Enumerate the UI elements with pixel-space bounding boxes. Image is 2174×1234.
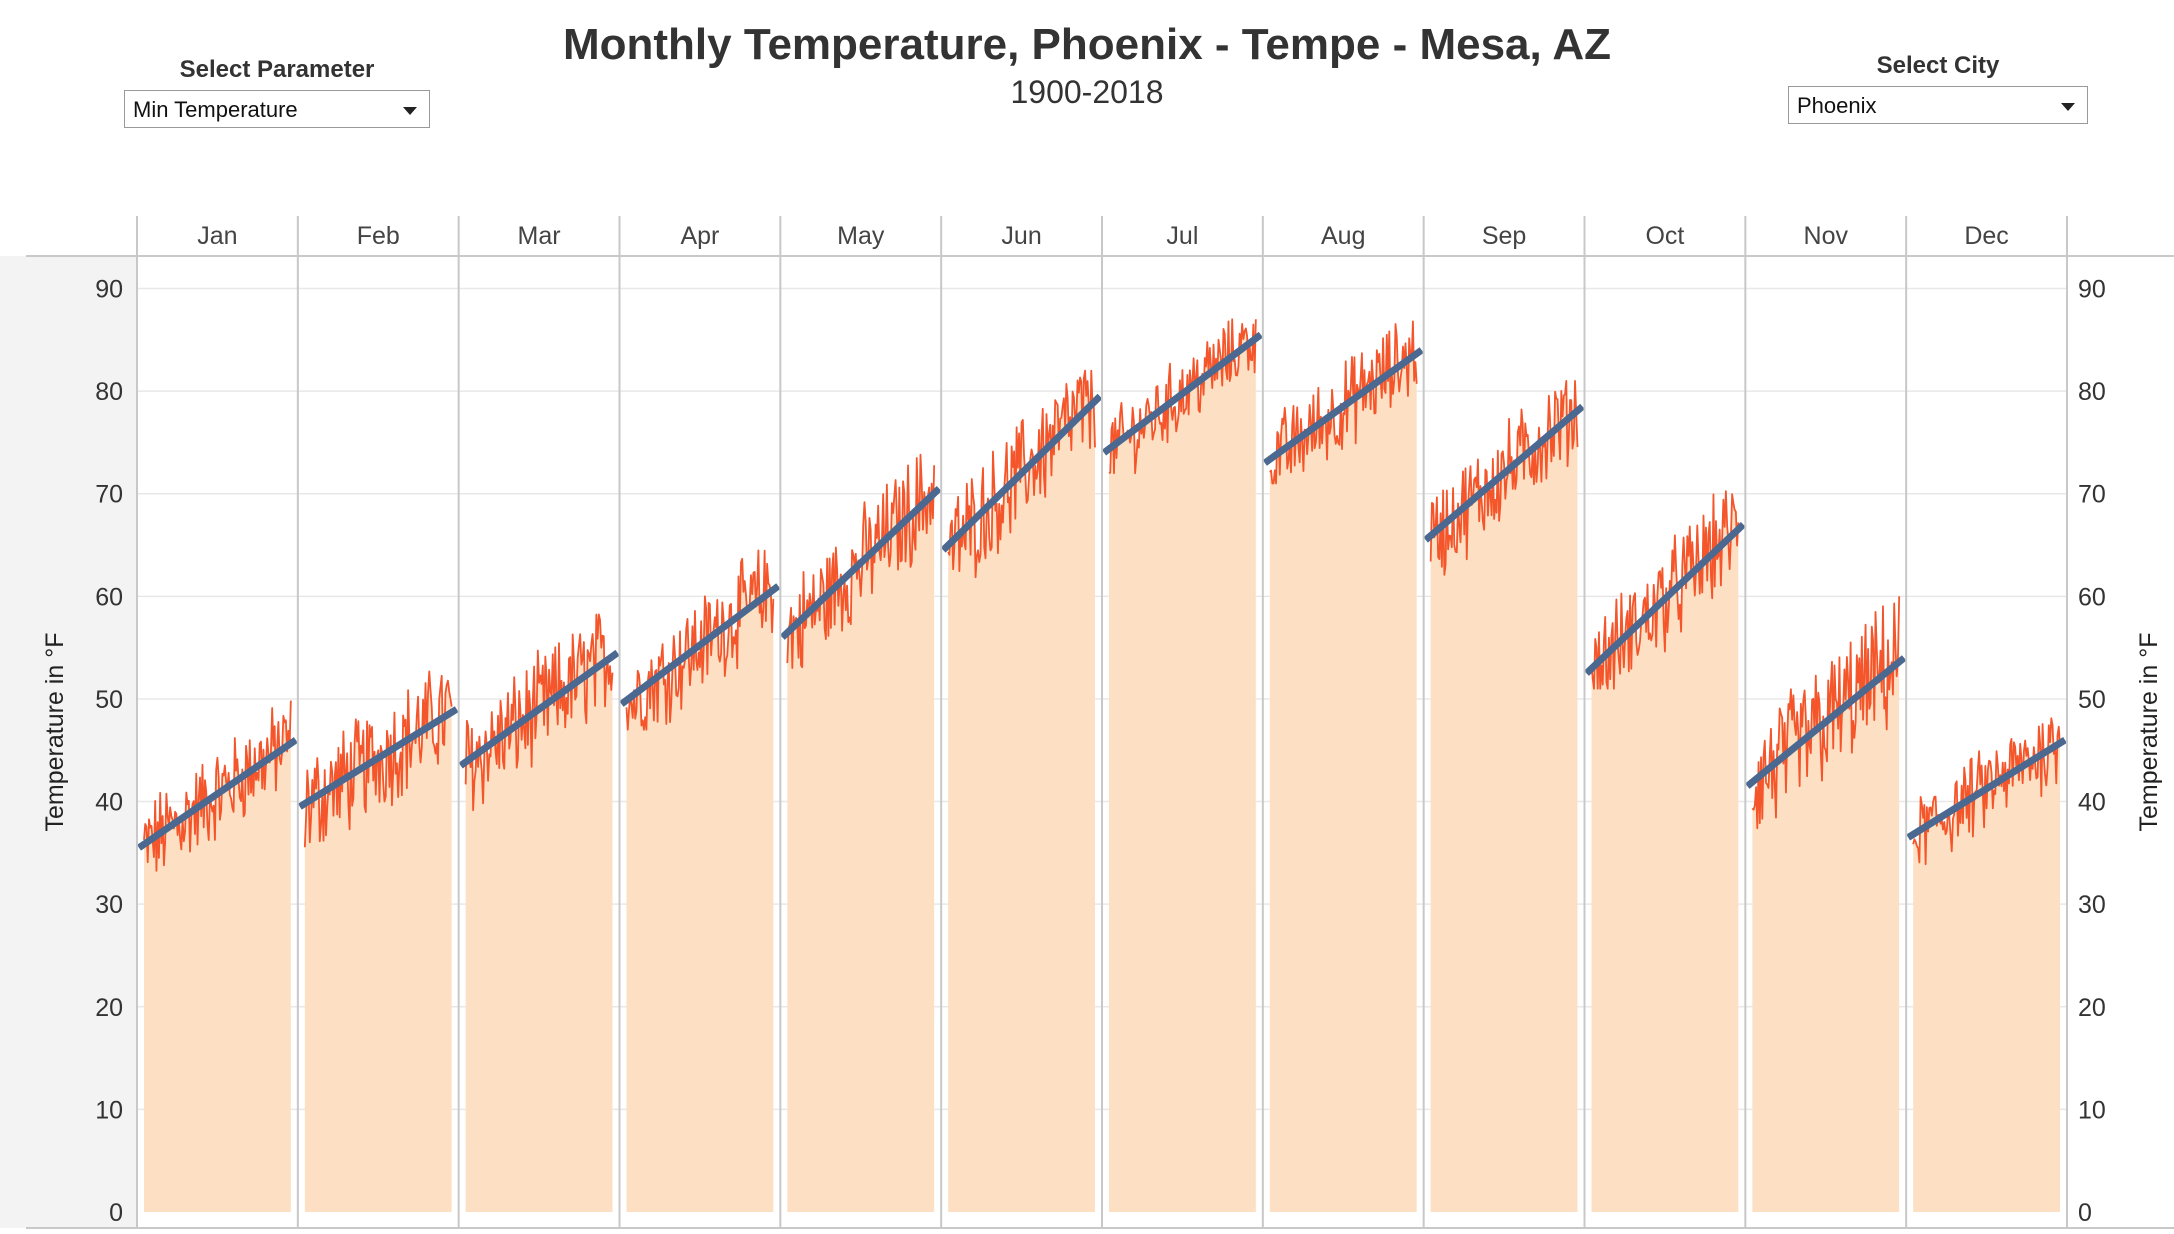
trend-line-jan (137, 737, 298, 851)
y-tick-label-right: 80 (2078, 378, 2106, 406)
left-axis-band (0, 256, 137, 1228)
month-label-nov: Nov (1804, 222, 1849, 250)
y-tick-label-left: 40 (95, 789, 123, 817)
trend-line-jul (1101, 331, 1263, 456)
area-jan (144, 700, 291, 1212)
y-tick-label-right: 20 (2078, 994, 2106, 1022)
month-label-apr: Apr (680, 222, 719, 250)
trend-line-mar (458, 649, 620, 769)
month-label-oct: Oct (1645, 222, 1684, 250)
y-tick-label-right: 10 (2078, 1096, 2106, 1124)
area-jul (1109, 319, 1256, 1212)
temperature-line-may (786, 453, 936, 670)
parameter-select-value: Min Temperature (133, 97, 298, 122)
y-axis-title-left: Temperature in °F (41, 633, 69, 832)
y-tick-label-left: 30 (95, 891, 123, 919)
city-label: Select City (1876, 52, 2000, 79)
y-tick-label-right: 90 (2078, 276, 2106, 304)
month-label-sep: Sep (1482, 222, 1526, 250)
temperature-line-oct (1590, 490, 1740, 690)
area-apr (626, 550, 774, 1212)
y-tick-label-right: 30 (2078, 891, 2106, 919)
month-label-aug: Aug (1321, 222, 1365, 250)
city-select[interactable]: Phoenix (1788, 86, 2088, 124)
temperature-line-sep (1429, 379, 1579, 576)
y-tick-label-right: 50 (2078, 686, 2106, 714)
area-nov (1752, 596, 1900, 1212)
month-label-mar: Mar (518, 222, 561, 250)
y-tick-label-right: 0 (2078, 1199, 2092, 1227)
y-tick-label-left: 60 (95, 583, 123, 611)
parameter-label: Select Parameter (179, 56, 375, 83)
y-tick-label-left: 70 (95, 481, 123, 509)
month-label-jul: Jul (1166, 222, 1198, 250)
trend-line-sep (1423, 403, 1585, 543)
chevron-down-icon (403, 107, 417, 115)
trend-line-oct (1584, 521, 1746, 676)
area-aug (1269, 321, 1417, 1213)
y-tick-label-right: 70 (2078, 481, 2106, 509)
month-label-feb: Feb (357, 222, 400, 250)
city-select-value: Phoenix (1797, 93, 1877, 118)
trend-line-dec (1906, 737, 2067, 841)
y-tick-label-left: 10 (95, 1096, 123, 1124)
y-tick-label-left: 80 (95, 378, 123, 406)
trend-line-nov (1745, 655, 1907, 789)
y-tick-label-left: 20 (95, 994, 123, 1022)
trend-line-jun (940, 393, 1103, 553)
month-label-jan: Jan (197, 222, 237, 250)
y-tick-label-left: 0 (109, 1199, 123, 1227)
trend-line-apr (619, 583, 781, 707)
y-tick-label-right: 60 (2078, 583, 2106, 611)
trend-line-feb (297, 706, 459, 810)
temperature-line-mar (464, 613, 614, 812)
chart-title: Monthly Temperature, Phoenix - Tempe - M… (562, 20, 1611, 69)
y-tick-label-left: 90 (95, 276, 123, 304)
area-may (787, 454, 935, 1212)
area-feb (304, 671, 452, 1212)
month-label-jun: Jun (1001, 222, 1041, 250)
area-sep (1430, 380, 1578, 1213)
month-label-dec: Dec (1964, 222, 2008, 250)
chevron-down-icon (2061, 103, 2075, 111)
trend-line-aug (1262, 347, 1424, 466)
area-mar (465, 614, 613, 1212)
month-label-may: May (837, 222, 885, 250)
parameter-select[interactable]: Min Temperature (124, 90, 430, 128)
y-axis-title-right: Temperature in °F (2135, 633, 2163, 832)
temperature-line-jan (143, 700, 292, 872)
trend-line-may (779, 486, 942, 640)
area-dec (1913, 718, 2060, 1212)
y-tick-label-left: 50 (95, 686, 123, 714)
chart-subtitle: 1900-2018 (1010, 74, 1164, 110)
y-tick-label-right: 40 (2078, 789, 2106, 817)
area-jun (948, 370, 1095, 1213)
